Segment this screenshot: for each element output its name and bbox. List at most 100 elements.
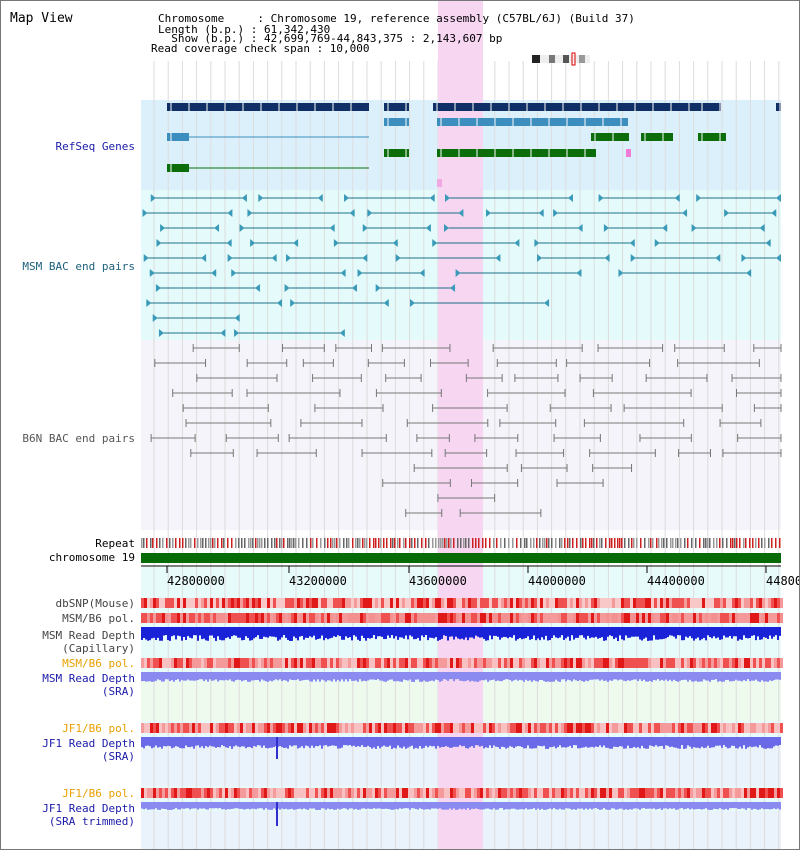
heat-cell <box>543 598 546 608</box>
depth-bar <box>283 627 285 636</box>
depth-bar <box>677 737 679 749</box>
depth-bar <box>205 627 207 641</box>
heat-cell <box>237 658 240 668</box>
msm-b6-pol-label-2[interactable]: MSM/B6 pol. <box>62 657 135 670</box>
depth-bar <box>427 627 429 641</box>
jf1-read-depth-trimmed-label[interactable]: JF1 Read Depth <box>42 802 135 815</box>
depth-bar <box>697 737 699 748</box>
repeat-element <box>172 538 174 548</box>
repeat-element <box>448 538 450 548</box>
refseq-genes-label[interactable]: RefSeq Genes <box>55 140 135 153</box>
heat-cell <box>705 613 708 623</box>
heat-cell <box>672 613 675 623</box>
depth-bar <box>289 802 291 810</box>
heat-cell <box>663 658 666 668</box>
depth-bar <box>629 672 631 681</box>
gene-bar <box>698 103 721 111</box>
bac-end-marker <box>553 209 559 217</box>
depth-bar <box>329 627 331 639</box>
heat-cell <box>597 613 600 623</box>
heat-cell <box>294 658 297 668</box>
heat-cell <box>333 723 336 733</box>
heat-cell <box>603 598 606 608</box>
depth-bar <box>553 802 555 809</box>
depth-bar <box>185 802 187 809</box>
depth-bar <box>739 627 741 640</box>
depth-bar <box>447 627 449 641</box>
heat-cell <box>447 723 450 733</box>
depth-bar <box>155 627 157 640</box>
heat-cell <box>156 613 159 623</box>
heat-cell <box>711 658 714 668</box>
heat-cell <box>723 658 726 668</box>
heat-cell <box>753 788 756 798</box>
depth-bar <box>391 672 393 680</box>
depth-bar <box>571 672 573 682</box>
depth-bar <box>415 672 417 680</box>
map-view-title: Map View <box>10 11 73 26</box>
heat-cell <box>375 613 378 623</box>
dbsnp-label[interactable]: dbSNP(Mouse) <box>55 597 135 610</box>
bac-end-marker <box>495 254 501 262</box>
msm-b6-pol-label[interactable]: MSM/B6 pol. <box>62 612 135 625</box>
depth-bar <box>627 672 629 681</box>
depth-bar <box>715 737 717 746</box>
jf1-b6-pol-label[interactable]: JF1/B6 pol. <box>62 722 135 735</box>
heat-cell <box>441 658 444 668</box>
msm-read-depth-sra-label[interactable]: MSM Read Depth <box>42 672 135 685</box>
depth-bar <box>701 802 703 810</box>
heat-cell <box>387 613 390 623</box>
heat-cell <box>294 613 297 623</box>
depth-bar <box>639 802 641 810</box>
heat-cell <box>159 788 162 798</box>
heat-cell <box>654 658 657 668</box>
depth-bar <box>529 737 531 749</box>
heat-cell <box>213 788 216 798</box>
depth-bar <box>435 627 437 638</box>
depth-bar <box>357 672 359 682</box>
depth-bar <box>779 627 781 636</box>
bac-end-marker <box>152 314 158 322</box>
depth-bar <box>465 737 467 749</box>
depth-bar <box>447 802 449 810</box>
repeat-element <box>312 538 314 548</box>
depth-bar <box>275 672 277 680</box>
depth-bar <box>665 802 667 809</box>
depth-bar <box>143 802 145 810</box>
depth-bar <box>495 627 497 636</box>
depth-bar <box>555 802 557 810</box>
msm-read-depth-capillary-label[interactable]: MSM Read Depth <box>42 629 135 642</box>
repeat-element <box>179 538 181 548</box>
msm-bac-label[interactable]: MSM BAC end pairs <box>22 260 135 273</box>
heat-cell <box>744 723 747 733</box>
heat-cell <box>717 723 720 733</box>
heat-cell <box>402 598 405 608</box>
heat-cell <box>561 613 564 623</box>
depth-bar <box>201 737 203 747</box>
depth-bar <box>695 802 697 810</box>
heat-cell <box>438 658 441 668</box>
heat-cell <box>504 788 507 798</box>
depth-bar <box>423 737 425 748</box>
heat-cell <box>759 598 762 608</box>
depth-bar <box>379 737 381 749</box>
depth-bar <box>147 802 149 810</box>
b6n-bac-label[interactable]: B6N BAC end pairs <box>22 432 135 445</box>
depth-bar <box>311 627 313 638</box>
depth-bar <box>643 672 645 680</box>
depth-bar <box>559 627 561 638</box>
heat-cell <box>735 788 738 798</box>
jf1-b6-pol-label-2[interactable]: JF1/B6 pol. <box>62 787 135 800</box>
depth-bar <box>647 672 649 682</box>
heat-cell <box>318 613 321 623</box>
heat-cell <box>714 723 717 733</box>
depth-bar <box>173 737 175 748</box>
heat-cell <box>366 658 369 668</box>
jf1-read-depth-sra-label[interactable]: JF1 Read Depth <box>42 737 135 750</box>
depth-bar <box>301 737 303 747</box>
depth-bar <box>459 672 461 681</box>
depth-bar <box>549 802 551 809</box>
depth-bar <box>645 627 647 638</box>
repeat-element <box>414 538 416 548</box>
depth-bar <box>707 627 709 636</box>
